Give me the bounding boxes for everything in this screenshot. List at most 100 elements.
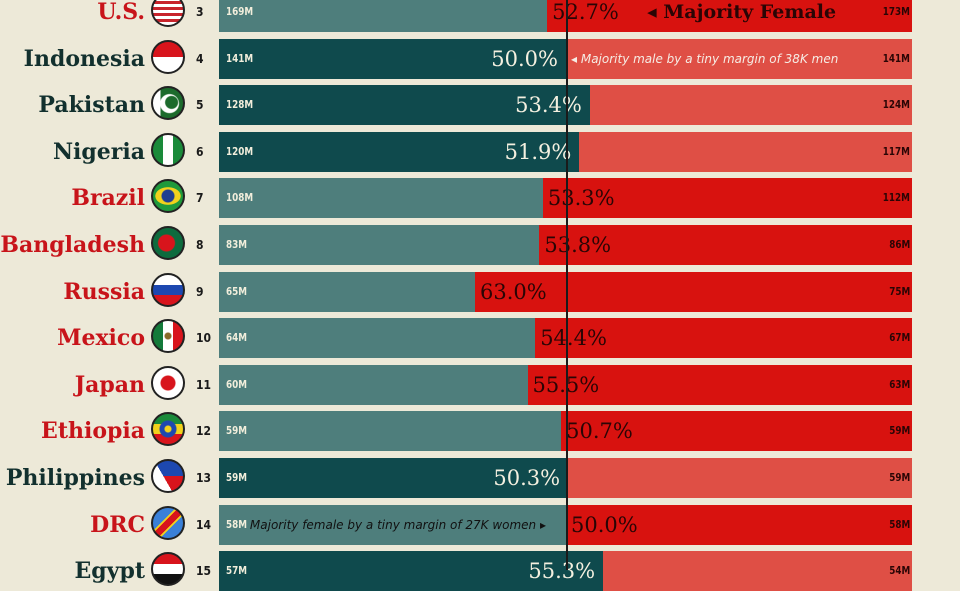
percent-label: 63.0% bbox=[480, 279, 547, 304]
country-label: Mexico bbox=[57, 325, 145, 352]
russia-flag-icon bbox=[151, 272, 185, 307]
rank-label: 6 bbox=[196, 144, 204, 159]
percent-label: 50.7% bbox=[566, 419, 633, 444]
female-value-label: 59M bbox=[888, 424, 910, 438]
percent-label: 50.3% bbox=[493, 466, 561, 490]
drc-flag-icon bbox=[151, 505, 185, 540]
percent-label: 55.3% bbox=[528, 559, 596, 584]
country-label: Japan bbox=[74, 371, 145, 398]
male-bar bbox=[219, 0, 548, 32]
male-bar bbox=[219, 364, 528, 405]
chart-row-egypt: Egypt 15 57M 54M 55.3% bbox=[0, 551, 960, 591]
male-bar bbox=[219, 318, 536, 359]
country-label: Indonesia bbox=[23, 45, 145, 72]
ethiopia-flag-icon bbox=[151, 412, 185, 447]
indonesia-flag-icon bbox=[151, 39, 185, 74]
country-label: Pakistan bbox=[38, 92, 145, 119]
male-value-label: 64M bbox=[226, 331, 248, 345]
rank-label: 11 bbox=[196, 377, 212, 392]
female-bar bbox=[475, 271, 912, 312]
male-value-label: 108M bbox=[226, 191, 254, 205]
male-value-label: 57M bbox=[226, 564, 248, 578]
female-value-label: 141M bbox=[882, 51, 910, 65]
rank-label: 4 bbox=[196, 51, 204, 66]
female-bar bbox=[535, 318, 912, 359]
male-value-label: 59M bbox=[226, 471, 248, 484]
percent-label: 53.8% bbox=[544, 233, 612, 257]
rank-label: 9 bbox=[196, 284, 204, 299]
female-bar bbox=[527, 364, 912, 405]
percent-label: 55.5% bbox=[533, 365, 600, 405]
percent-label: 54.4% bbox=[540, 326, 607, 351]
country-label: Nigeria bbox=[52, 138, 145, 165]
female-value-label: 63M bbox=[888, 377, 910, 391]
female-bar bbox=[542, 178, 912, 219]
rank-label: 14 bbox=[196, 517, 212, 532]
male-value-label: 169M bbox=[226, 5, 254, 18]
female-value-label: 112M bbox=[882, 191, 910, 205]
female-value-label: 59M bbox=[888, 471, 910, 484]
country-label: U.S. bbox=[97, 0, 145, 25]
country-label: Egypt bbox=[74, 558, 145, 585]
percent-label: 50.0% bbox=[491, 46, 558, 71]
rank-label: 3 bbox=[196, 5, 204, 19]
chart-row-mexico: Mexico 10 64M 67M 54.4% bbox=[0, 318, 960, 359]
male-bar bbox=[219, 458, 569, 498]
chart-row-ethiopia: Ethiopia 12 59M 59M 50.7% bbox=[0, 411, 960, 452]
male-value-label: 83M bbox=[226, 238, 248, 251]
male-value-label: 65M bbox=[226, 284, 248, 298]
nigeria-flag-icon bbox=[151, 132, 185, 167]
female-value-label: 117M bbox=[882, 144, 910, 158]
female-bar bbox=[579, 131, 912, 172]
female-bar bbox=[547, 0, 912, 32]
chart-row-philippines: Philippines 13 59M 59M 50.3% bbox=[0, 458, 960, 498]
bangladesh-flag-icon bbox=[151, 226, 185, 260]
rank-label: 10 bbox=[196, 331, 212, 346]
chart-row-pakistan: Pakistan 5 128M 124M 53.4% bbox=[0, 85, 960, 126]
chart-row-bangladesh: Bangladesh 8 83M 86M 53.8% bbox=[0, 225, 960, 265]
male-bar bbox=[219, 178, 543, 219]
female-bar bbox=[603, 551, 912, 591]
male-value-label: 120M bbox=[226, 144, 254, 158]
female-bar bbox=[561, 411, 912, 452]
chart-row-drc: DRC 14 58M 58M 50.0% Majority female by a tin… bbox=[0, 504, 960, 545]
female-value-label: 54M bbox=[888, 564, 910, 578]
male-bar bbox=[219, 85, 590, 126]
chart-row-us: U.S. 3 169M 173M 52.7% ◂ Majority Female bbox=[0, 0, 960, 32]
country-label: Philippines bbox=[5, 465, 145, 491]
male-bar bbox=[219, 504, 566, 545]
female-bar bbox=[589, 85, 912, 126]
chart-row-japan: Japan 11 60M 63M 55.5% bbox=[0, 364, 960, 405]
rank-label: 13 bbox=[196, 471, 212, 485]
annotation-label: Majority female by a tiny margin of 27K … bbox=[249, 517, 546, 532]
philippines-flag-icon bbox=[151, 459, 185, 493]
percent-label: 52.7% bbox=[552, 0, 619, 24]
female-bar bbox=[568, 458, 912, 498]
rank-label: 5 bbox=[196, 98, 204, 113]
percent-label: 50.0% bbox=[571, 512, 638, 537]
pakistan-flag-icon bbox=[151, 86, 185, 121]
male-bar bbox=[219, 38, 566, 79]
female-bar bbox=[566, 504, 912, 545]
percent-label: 51.9% bbox=[504, 139, 572, 164]
chart-row-indonesia: Indonesia 4 141M 141M 50.0% ◂ Majority male b… bbox=[0, 38, 960, 79]
japan-flag-icon bbox=[151, 365, 185, 400]
annotation-label: ◂ Majority male by a tiny margin of 38K … bbox=[571, 51, 839, 66]
rank-label: 8 bbox=[196, 238, 204, 252]
female-bar bbox=[539, 225, 912, 265]
annotation-label: ◂ Majority Female bbox=[647, 1, 837, 23]
percent-label: 53.4% bbox=[515, 93, 582, 118]
rank-label: 12 bbox=[196, 424, 212, 439]
chart-row-nigeria: Nigeria 6 120M 117M 51.9% bbox=[0, 131, 960, 172]
chart-row-russia: Russia 9 65M 75M 63.0% bbox=[0, 271, 960, 312]
female-value-label: 86M bbox=[888, 238, 910, 251]
mexico-flag-icon bbox=[151, 319, 185, 354]
female-value-label: 124M bbox=[882, 98, 910, 112]
male-value-label: 59M bbox=[226, 424, 248, 438]
rank-label: 15 bbox=[196, 564, 212, 579]
male-value-label: 60M bbox=[226, 377, 248, 391]
egypt-flag-icon bbox=[151, 552, 185, 587]
us-flag-icon bbox=[151, 0, 185, 27]
female-value-label: 75M bbox=[888, 284, 910, 298]
